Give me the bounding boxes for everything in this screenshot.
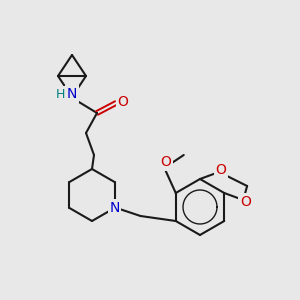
Text: O: O (118, 95, 128, 109)
Text: N: N (109, 201, 120, 215)
Text: N: N (67, 87, 77, 101)
Text: O: O (160, 155, 171, 169)
Text: H: H (55, 88, 65, 100)
Text: O: O (240, 195, 251, 209)
Text: O: O (216, 163, 226, 177)
